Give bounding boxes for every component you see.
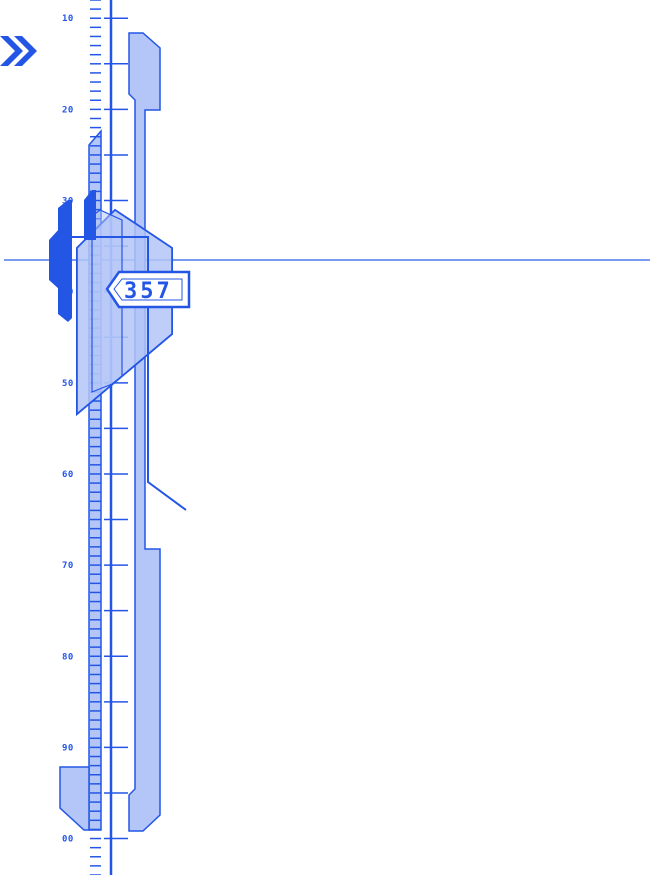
pointer-notch	[91, 209, 123, 393]
readout-connector	[66, 236, 187, 511]
value-readout: 357	[105, 270, 191, 309]
tick-label: 60	[62, 470, 74, 480]
readout-value: 357	[124, 279, 173, 304]
level-marker	[49, 190, 96, 322]
tick-label: 80	[62, 652, 74, 662]
tick-label: 20	[62, 105, 74, 115]
scale-labels: 10203040506070809000	[62, 14, 74, 845]
tick-label: 70	[62, 561, 74, 571]
tick-label: 00	[62, 835, 74, 845]
tick-label: 50	[62, 379, 74, 389]
tick-label: 10	[62, 14, 74, 24]
bottom-bracket	[59, 766, 90, 831]
right-bar	[128, 32, 161, 832]
double-chevron-right-icon[interactable]	[0, 36, 37, 66]
tick-label: 90	[62, 743, 74, 753]
